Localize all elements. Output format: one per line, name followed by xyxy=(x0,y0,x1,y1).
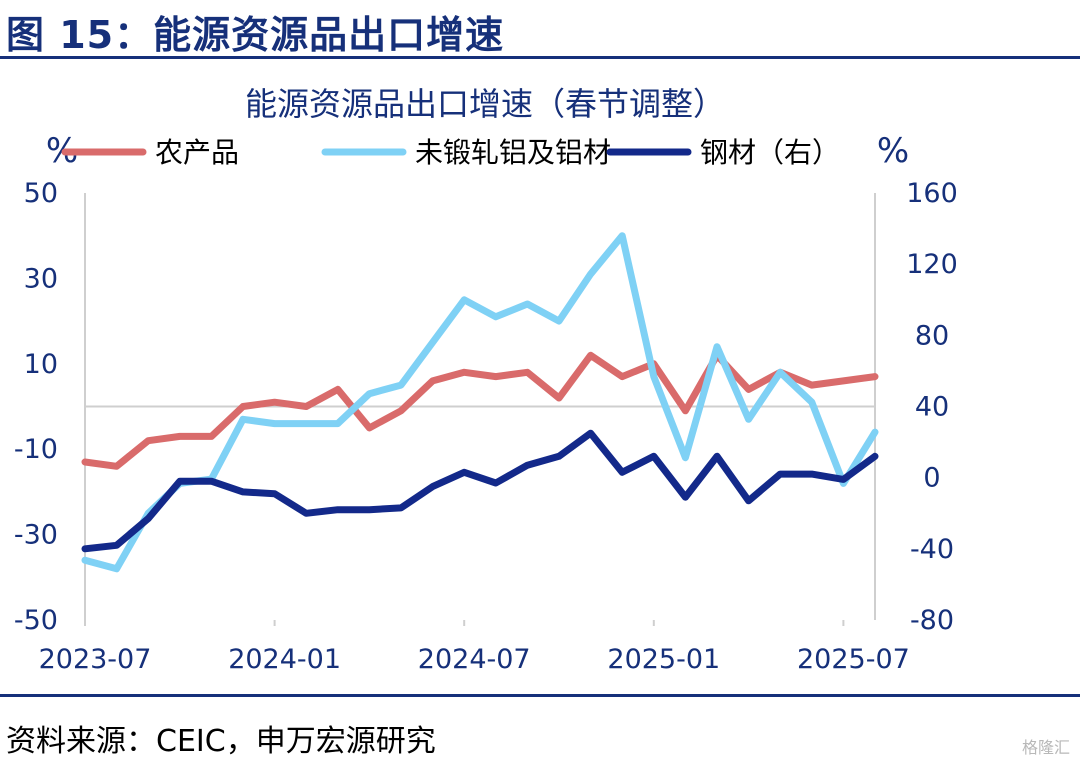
y-left-tick-label: 30 xyxy=(24,263,58,294)
source-note: 资料来源：CEIC，申万宏源研究 xyxy=(6,724,436,759)
series-line-1 xyxy=(81,351,879,470)
series-line-3 xyxy=(81,429,879,553)
y-right-unit: % xyxy=(877,131,909,171)
watermark: 格隆汇 xyxy=(1021,738,1070,757)
x-tick-label: 2025-01 xyxy=(607,644,720,675)
legend: 农产品 未锻轧铝及铝材 钢材（右） xyxy=(61,136,840,169)
bottom-rule xyxy=(0,694,1080,697)
y-left-tick-label: -10 xyxy=(14,434,58,465)
y-right-tick-label: 0 xyxy=(923,463,940,494)
y-left-tick-label: -50 xyxy=(14,605,58,636)
y-right-tick-label: 40 xyxy=(915,392,949,423)
y-right-tick-label: 160 xyxy=(906,178,958,209)
x-tick-label: 2025-07 xyxy=(797,644,910,675)
y-left-tick-label: 50 xyxy=(24,178,58,209)
figure-title: 图 15：能源资源品出口增速 xyxy=(6,13,505,57)
y-right-tick-label: 80 xyxy=(915,320,949,351)
y-right-tick-label: -80 xyxy=(910,605,954,636)
y-right-tick-label: -40 xyxy=(910,534,954,565)
chart-title: 能源资源品出口增速（春节调整） xyxy=(245,85,725,123)
x-tick-label: 2024-07 xyxy=(418,644,531,675)
series-line-2 xyxy=(81,232,879,573)
series-group xyxy=(81,232,879,573)
legend-label-2: 未锻轧铝及铝材 xyxy=(415,136,611,169)
legend-label-3: 钢材（右） xyxy=(700,136,840,169)
y-left-tick-label: 10 xyxy=(24,349,58,380)
y-right-tick-label: 120 xyxy=(906,249,958,280)
legend-label-1: 农产品 xyxy=(155,136,239,169)
axes: 50 30 10 -10 -30 -50 160 120 80 40 0 -40 -80 2023-07 2… xyxy=(14,178,958,675)
x-tick-label: 2023-07 xyxy=(39,644,152,675)
y-left-tick-label: -30 xyxy=(14,520,58,551)
x-tick-label: 2024-01 xyxy=(228,644,341,675)
top-rule xyxy=(0,56,1080,59)
